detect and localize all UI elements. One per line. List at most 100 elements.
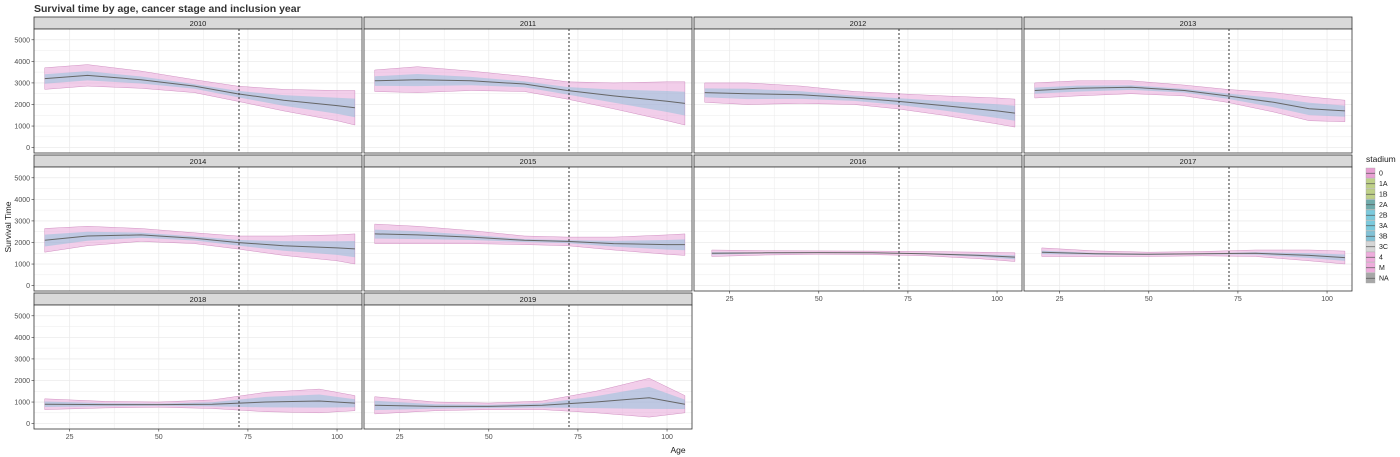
x-tick-label: 25: [66, 434, 74, 441]
legend-label: 0: [1379, 171, 1383, 178]
y-tick-label: 0: [26, 283, 30, 290]
legend-item: 3B: [1365, 230, 1388, 242]
y-tick-label: 4000: [14, 197, 30, 204]
panel-2018: 2018 0 1000 2000 3000 4000 5000 25 50 75 100: [14, 292, 363, 441]
legend-label: 3B: [1379, 234, 1388, 241]
panel-background: [1024, 167, 1352, 291]
x-tick-label: 75: [1234, 296, 1242, 303]
panel-strip-label: 2013: [1180, 19, 1197, 28]
chart-title: Survival time by age, cancer stage and i…: [34, 3, 301, 15]
panel-border: [363, 28, 693, 154]
panel-border: [363, 304, 693, 430]
panel-2019: 2019 25 50 75 100: [363, 292, 693, 441]
panel-strip-label: 2014: [190, 157, 207, 166]
confidence-band-secondary: [44, 231, 355, 258]
panel-2013: 2013: [1023, 16, 1353, 154]
x-tick-label: 50: [155, 434, 163, 441]
y-tick-label: 2000: [14, 240, 30, 247]
y-tick-label: 1000: [14, 124, 30, 131]
panel-strip-label: 2010: [190, 19, 207, 28]
x-tick-label: 25: [1056, 296, 1064, 303]
x-tick-label: 75: [574, 434, 582, 441]
confidence-band: [44, 388, 356, 414]
confidence-band-secondary: [374, 386, 685, 411]
confidence-band: [374, 378, 686, 418]
panel-border: [1023, 166, 1353, 292]
confidence-band: [374, 66, 686, 126]
y-tick-label: 3000: [14, 80, 30, 87]
legend-item: 1A: [1365, 178, 1388, 189]
mean-line: [44, 74, 355, 109]
legend-item: 0: [1365, 167, 1383, 179]
mean-line: [374, 233, 685, 246]
legend-label: NA: [1379, 276, 1389, 283]
x-tick-label: 100: [331, 434, 343, 441]
legend: stadium 0 1A 1B 2A 2B 3A 3B 3C 4 M NA: [1365, 154, 1396, 284]
x-tick-label: 25: [726, 296, 734, 303]
confidence-band: [374, 223, 686, 256]
panel-border: [33, 166, 363, 292]
panel-strip-label: 2017: [1180, 157, 1197, 166]
legend-label: M: [1379, 265, 1385, 272]
panel-strip-label: 2015: [520, 157, 537, 166]
legend-label: 3A: [1379, 223, 1388, 230]
mean-line: [374, 79, 685, 104]
mean-line: [44, 400, 355, 406]
panel-border: [33, 28, 363, 154]
legend-item: 3C: [1365, 241, 1388, 252]
legend-label: 4: [1379, 255, 1383, 262]
panel-strip-label: 2011: [520, 19, 536, 28]
confidence-band-secondary: [374, 74, 685, 116]
y-tick-label: 4000: [14, 59, 30, 66]
x-tick-label: 75: [244, 434, 252, 441]
x-tick-label: 50: [1145, 296, 1153, 303]
y-tick-label: 4000: [14, 335, 30, 342]
legend-label: 2A: [1379, 202, 1388, 209]
x-tick-label: 100: [661, 434, 673, 441]
panel-border: [693, 28, 1023, 154]
x-tick-label: 50: [815, 296, 823, 303]
y-tick-label: 5000: [14, 313, 30, 320]
panel-strip-label: 2012: [850, 19, 867, 28]
panel-border: [1023, 28, 1353, 154]
legend-item: M: [1365, 262, 1385, 273]
x-tick-label: 100: [991, 296, 1003, 303]
panel-strip-label: 2019: [520, 295, 537, 304]
x-axis-label: Age: [670, 445, 685, 455]
y-tick-label: 0: [26, 145, 30, 152]
mean-line: [44, 234, 355, 250]
mean-line: [1034, 86, 1345, 112]
panel-strip-label: 2016: [850, 157, 867, 166]
panel-2011: 2011: [363, 16, 693, 154]
x-tick-label: 75: [904, 296, 912, 303]
panel-2010: 2010 0 1000 2000 3000 4000 5000: [14, 16, 363, 154]
panel-2015: 2015: [363, 154, 693, 292]
mean-line: [704, 92, 1015, 114]
legend-title: stadium: [1366, 154, 1396, 164]
legend-item: 2A: [1365, 199, 1388, 210]
confidence-band: [1034, 80, 1346, 122]
mean-line: [711, 252, 1015, 258]
y-tick-label: 1000: [14, 400, 30, 407]
legend-item: 4: [1365, 251, 1383, 263]
legend-label: 1B: [1379, 192, 1388, 199]
legend-label: 2B: [1379, 213, 1388, 220]
legend-item: 3A: [1365, 220, 1388, 231]
legend-item: 2B: [1365, 209, 1388, 221]
x-tick-label: 50: [485, 434, 493, 441]
y-tick-label: 2000: [14, 102, 30, 109]
confidence-band: [44, 64, 356, 126]
x-tick-label: 25: [396, 434, 404, 441]
confidence-band-secondary: [704, 88, 1015, 121]
panel-2017: 2017 25 50 75 100: [1023, 154, 1353, 303]
x-tick-label: 100: [1321, 296, 1333, 303]
legend-item: NA: [1365, 272, 1389, 284]
y-tick-label: 5000: [14, 37, 30, 44]
mean-line: [374, 397, 685, 407]
y-tick-label: 2000: [14, 378, 30, 385]
panel-2012: 2012: [693, 16, 1023, 154]
y-tick-label: 0: [26, 421, 30, 428]
y-axis-label: Survival Time: [3, 201, 13, 252]
